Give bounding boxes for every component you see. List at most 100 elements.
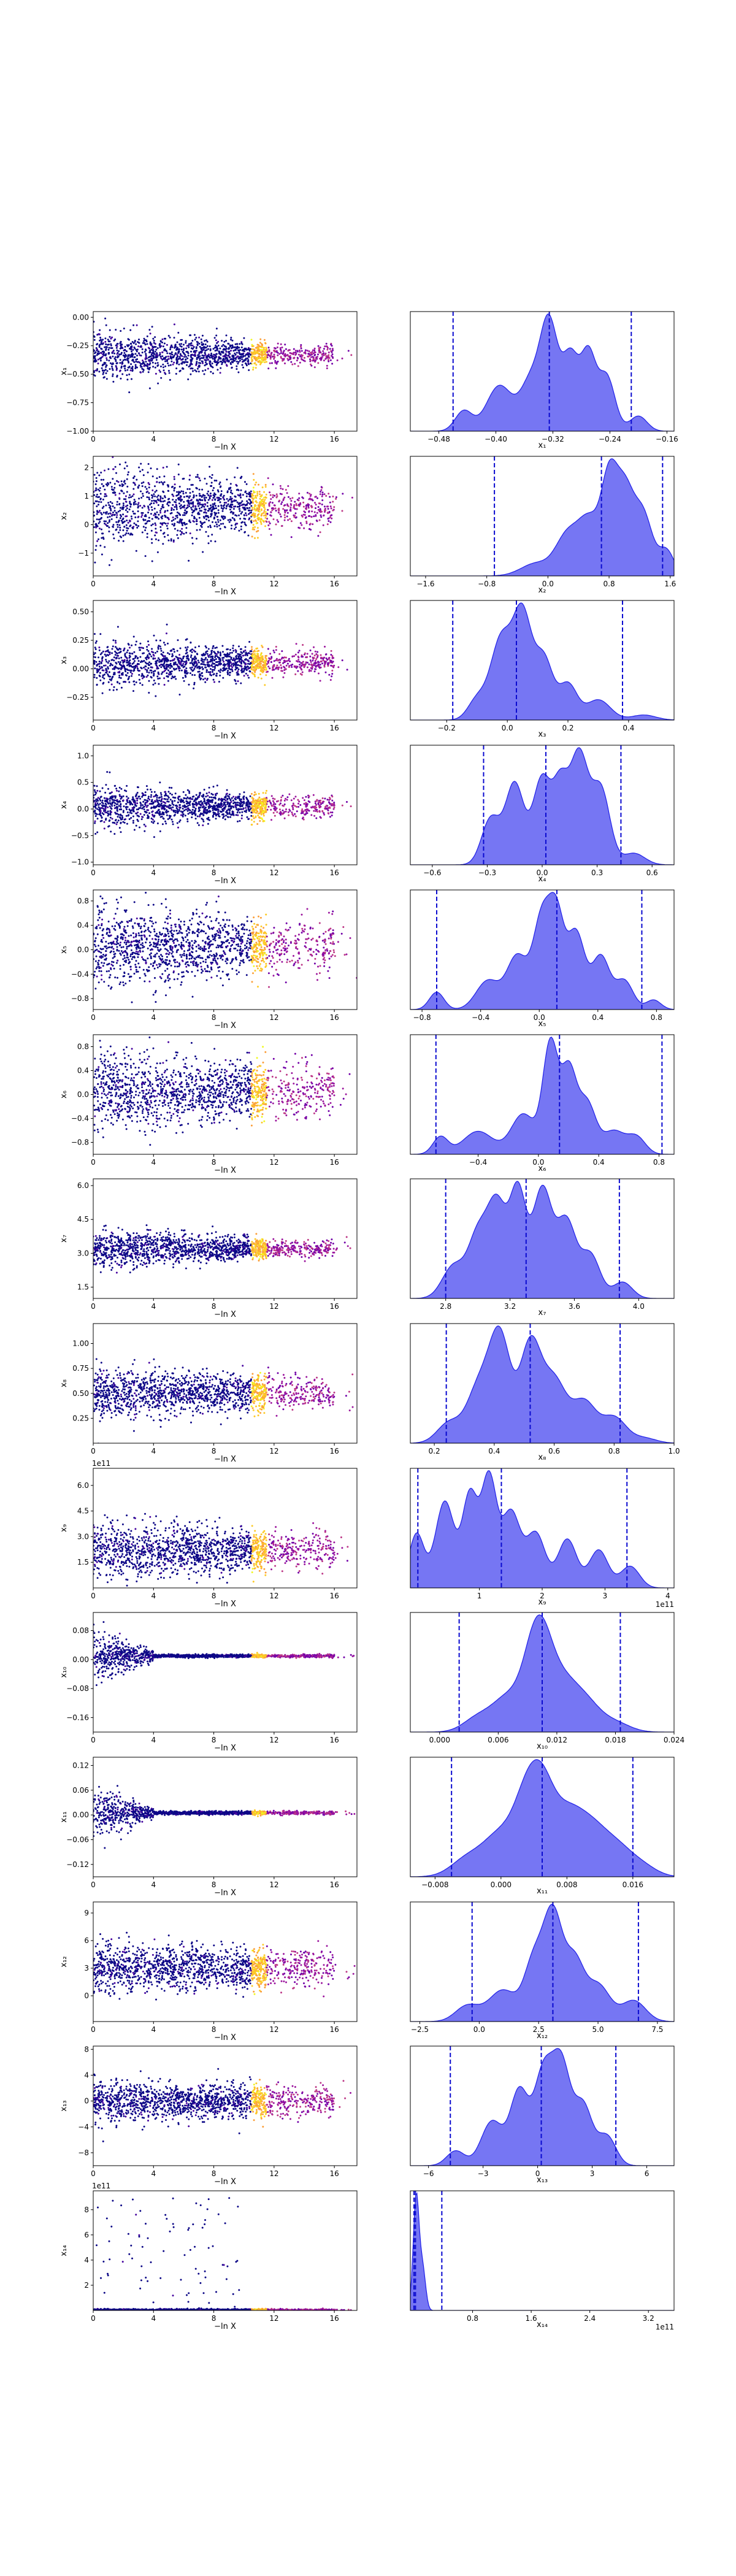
- scatter-point: [141, 531, 144, 534]
- scatter-point: [327, 662, 329, 664]
- scatter-point: [321, 510, 323, 513]
- scatter-point: [101, 507, 104, 509]
- scatter-point: [247, 359, 250, 361]
- scatter-point: [294, 500, 296, 503]
- scatter-point: [223, 358, 225, 360]
- scatter-point: [99, 653, 102, 656]
- scatter-point: [313, 347, 316, 350]
- scatter-frame: [93, 311, 358, 432]
- scatter-point: [301, 524, 303, 526]
- scatter-point: [303, 357, 305, 359]
- scatter-point: [217, 369, 219, 371]
- scatter-point: [351, 496, 353, 499]
- scatter-point: [250, 662, 252, 664]
- scatter-point: [294, 362, 296, 365]
- scatter-point: [282, 488, 284, 490]
- scatter-point: [306, 491, 309, 494]
- scatter-point: [152, 657, 155, 660]
- scatter-point: [258, 361, 261, 363]
- scatter-point: [114, 466, 117, 468]
- scatter-point: [152, 683, 155, 686]
- scatter-point: [267, 662, 270, 664]
- scatter-point: [123, 365, 125, 367]
- scatter-point: [227, 673, 229, 675]
- scatter-point: [95, 661, 98, 663]
- scatter-point: [261, 513, 263, 515]
- scatter-point: [242, 670, 244, 673]
- scatter-point: [112, 533, 115, 535]
- scatter-point: [98, 346, 101, 348]
- scatter-point: [256, 508, 259, 510]
- scatter-point: [289, 506, 292, 508]
- scatter-point: [223, 669, 226, 671]
- scatter-point: [242, 507, 245, 509]
- scatter-point: [172, 508, 175, 511]
- scatter-point: [229, 656, 231, 657]
- scatter-point: [138, 352, 140, 355]
- scatter-point: [96, 677, 98, 679]
- scatter-point: [284, 516, 286, 519]
- scatter-point: [216, 342, 218, 344]
- scatter-point: [96, 540, 99, 542]
- scatter-point: [301, 350, 303, 352]
- scatter-point: [181, 506, 183, 508]
- scatter-point: [179, 518, 182, 521]
- scatter-point: [138, 339, 140, 340]
- scatter-point: [235, 658, 237, 661]
- scatter-point: [229, 661, 232, 664]
- scatter-point: [177, 348, 180, 350]
- scatter-point: [93, 350, 95, 352]
- x-tick-label: 0.8: [604, 580, 615, 588]
- scatter-point: [244, 491, 247, 493]
- scatter-point: [160, 802, 163, 805]
- scatter-point: [195, 520, 197, 523]
- scatter-point: [276, 667, 278, 669]
- scatter-point: [274, 360, 277, 362]
- scatter-point: [146, 335, 148, 337]
- scatter-point: [313, 359, 316, 362]
- scatter-point: [263, 501, 265, 504]
- scatter-point: [169, 357, 172, 359]
- scatter-point: [103, 827, 105, 830]
- scatter-point: [256, 527, 259, 529]
- scatter-point: [243, 359, 245, 361]
- scatter-point: [209, 524, 212, 527]
- scatter-point: [121, 508, 123, 510]
- scatter-point: [164, 360, 167, 362]
- scatter-point: [289, 497, 291, 500]
- scatter-point: [102, 683, 104, 685]
- scatter-point: [146, 496, 148, 499]
- scatter-point: [94, 358, 96, 360]
- scatter-point: [212, 655, 214, 657]
- scatter-point: [140, 675, 143, 677]
- scatter-point: [331, 356, 334, 358]
- x-tick-label: −0.24: [599, 435, 621, 443]
- scatter-point: [261, 645, 263, 647]
- x-tick-label: 4: [151, 724, 156, 732]
- scatter-point: [134, 657, 137, 659]
- scatter-point: [105, 495, 108, 497]
- scatter-point: [185, 356, 187, 358]
- scatter-point: [104, 523, 106, 525]
- scatter-point: [218, 661, 221, 663]
- scatter-point: [101, 367, 103, 369]
- scatter-point: [209, 497, 211, 500]
- scatter-point: [137, 505, 139, 508]
- scatter-point: [182, 367, 185, 370]
- scatter-point: [100, 501, 102, 504]
- scatter-point: [105, 324, 107, 326]
- scatter-point: [219, 501, 221, 504]
- scatter-point: [255, 359, 257, 362]
- scatter-point: [177, 332, 180, 334]
- y-tick-label: 0.25: [72, 636, 89, 645]
- scatter-point: [225, 334, 228, 337]
- scatter-point: [267, 648, 269, 650]
- scatter-point: [254, 650, 256, 653]
- scatter-point: [164, 348, 166, 350]
- scatter-point: [220, 523, 222, 525]
- scatter-point: [180, 499, 183, 501]
- scatter-point: [213, 480, 216, 481]
- scatter-point: [259, 363, 261, 366]
- scatter-point: [252, 366, 255, 369]
- scatter-point: [180, 669, 183, 672]
